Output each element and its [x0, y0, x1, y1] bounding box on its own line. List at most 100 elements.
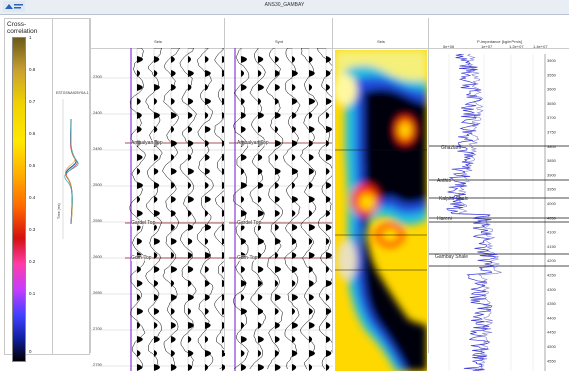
trace-peak	[171, 308, 175, 315]
colorbar-tick: 0.7	[29, 99, 36, 104]
trace-peak	[171, 336, 176, 343]
trace-peak	[275, 294, 281, 301]
trace-peak	[205, 238, 209, 245]
window-title-bar: ANS30_GAMBAY	[0, 0, 569, 15]
trace-peak	[275, 84, 280, 91]
trace-peak	[154, 70, 158, 77]
trace-label: 50	[219, 48, 224, 49]
impedance-depth-label: 4200	[547, 258, 557, 263]
trace-peak	[188, 56, 192, 63]
trace-peak	[292, 182, 296, 189]
trace-peak	[258, 238, 264, 245]
seis-attribute-heatmap	[335, 50, 427, 371]
synt-traces: Ts1020304050	[225, 48, 333, 371]
trace-peak	[205, 154, 210, 161]
colorbar-tick: 0.6	[29, 131, 36, 136]
trace-peak	[292, 140, 298, 147]
impedance-marker-label: Gambay Shale	[435, 254, 469, 260]
impedance-depth-label: 4000	[547, 201, 557, 206]
trace-peak	[275, 98, 279, 105]
trace-peak	[275, 252, 279, 259]
trace-peak	[205, 224, 211, 231]
trace-peak	[275, 336, 280, 343]
trace-peak	[205, 168, 210, 175]
trace-peak	[275, 70, 280, 77]
trace-peak	[188, 336, 192, 343]
trace-peak	[188, 196, 194, 203]
trace-peak	[188, 294, 194, 301]
trace-peak	[241, 364, 247, 371]
trace-peak	[241, 154, 247, 161]
trace-peak	[154, 154, 159, 161]
impedance-axis-tick: 1.2e+07	[509, 44, 524, 49]
trace-peak	[241, 336, 247, 343]
trace-peak	[309, 210, 313, 217]
trace-peak	[275, 56, 279, 63]
horizon-label: Gdm-Top	[131, 255, 152, 261]
trace-peak	[292, 168, 298, 175]
trace-peak	[205, 126, 211, 133]
trace-peak	[258, 182, 264, 189]
trace-peak	[154, 252, 158, 259]
trace-peak	[188, 322, 194, 329]
trace-peak	[258, 98, 261, 105]
trace-peak	[275, 238, 281, 245]
seismic-trace	[145, 48, 163, 370]
impedance-marker-label: Hareni	[437, 216, 452, 222]
trace-peak	[309, 56, 313, 63]
trace-peak	[292, 154, 296, 161]
trace-peak	[292, 196, 298, 203]
trace-peak	[326, 56, 331, 63]
trace-peak	[258, 336, 264, 343]
trace-peak	[292, 98, 298, 105]
trace-peak	[137, 364, 143, 371]
trace-peak	[309, 322, 315, 329]
app-logo	[3, 1, 25, 12]
trace-peak	[205, 70, 211, 77]
trace-peak	[137, 238, 142, 245]
trace-peak	[309, 308, 313, 315]
synt-track: Synt Ts1020304050 Ambalyan Top Gardel To…	[224, 18, 333, 371]
trace-peak	[188, 182, 192, 189]
trace-peak	[171, 238, 177, 245]
trace-peak	[241, 70, 245, 77]
seismic-trace	[317, 48, 333, 370]
trace-peak	[171, 126, 175, 133]
depth-label: 2750	[93, 362, 103, 367]
trace-peak	[275, 224, 279, 231]
trace-peak	[154, 266, 160, 273]
depth-label: 2650	[93, 290, 103, 295]
impedance-log-smooth	[456, 54, 502, 371]
trace-peak	[188, 280, 192, 287]
trace-peak	[241, 56, 247, 63]
depth-label: 2300	[93, 74, 103, 79]
trace-peak	[137, 84, 143, 91]
depth-label: 2500	[93, 182, 103, 187]
impedance-depth-label: 4500	[547, 344, 557, 349]
trace-peak	[241, 168, 245, 175]
trace-peak	[154, 182, 160, 189]
trace-peak	[292, 224, 298, 231]
trace-peak	[188, 126, 193, 133]
trace-peak	[309, 154, 314, 161]
trace-peak	[205, 112, 209, 119]
trace-peak	[292, 84, 296, 91]
trace-peak	[309, 252, 315, 259]
trace-peak	[309, 224, 315, 231]
trace-peak	[188, 70, 194, 77]
seis-traces: Ts 10 20 30 40 50 2300 2400 2450 2500 2550 2600 2650…	[91, 48, 225, 371]
trace-peak	[137, 336, 143, 343]
trace-peak	[292, 210, 296, 217]
trace-peak	[309, 168, 314, 175]
trace-peak	[171, 154, 175, 161]
trace-peak	[258, 322, 262, 329]
trace-peak	[171, 252, 175, 259]
trace-peak	[154, 238, 160, 245]
trace-label: 40	[202, 48, 207, 49]
trace-peak	[258, 294, 263, 301]
trace-peak	[188, 168, 194, 175]
trace-peak	[154, 210, 160, 217]
trace-peak	[171, 98, 175, 105]
trace-peak	[275, 154, 279, 161]
trace-peak	[326, 364, 330, 371]
